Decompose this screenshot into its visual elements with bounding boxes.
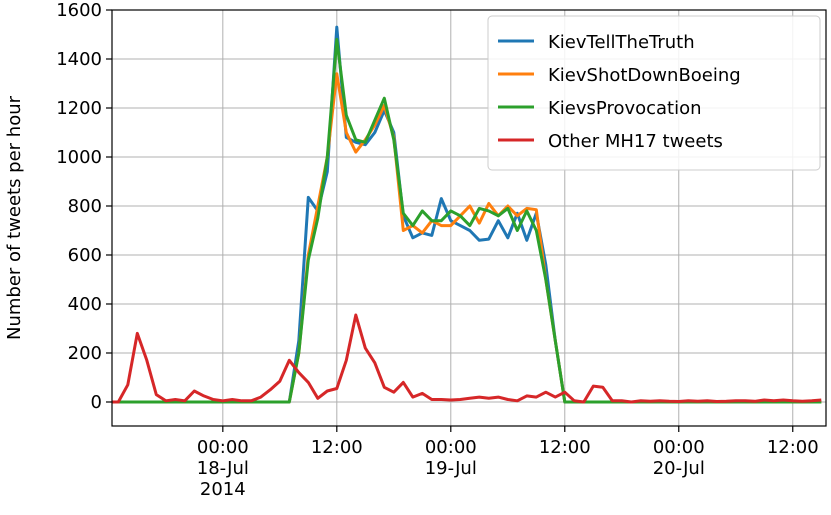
y-tick-label: 1400 [56,49,102,70]
plot-frame [111,9,827,427]
y-tick-label: 1000 [56,147,102,168]
y-tick-label: 0 [91,392,102,413]
y-tick-label: 600 [68,245,102,266]
y-axis-label: Number of tweets per hour [4,95,25,340]
x-tick-label: 00:00 18-Jul 2014 [197,437,249,500]
legend-box [487,15,821,171]
y-tick-label: 800 [68,196,102,217]
x-tick-label: 00:00 20-Jul [653,437,705,479]
legend-label: Other MH17 tweets [548,131,723,152]
x-tick-label: 12:00 [311,437,363,458]
legend-label: KievTellTheTruth [548,32,695,53]
y-tick-label: 200 [68,343,102,364]
y-tick-label: 1600 [56,0,102,21]
legend-label: KievShotDownBoeing [548,65,741,86]
x-tick-label: 00:00 19-Jul [425,437,477,479]
x-tick-label: 12:00 [539,437,591,458]
y-tick-label: 400 [68,294,102,315]
x-tick-label: 12:00 [767,437,819,458]
legend-label: KievsProvocation [548,98,702,119]
y-tick-label: 1200 [56,98,102,119]
series-line [112,313,822,404]
